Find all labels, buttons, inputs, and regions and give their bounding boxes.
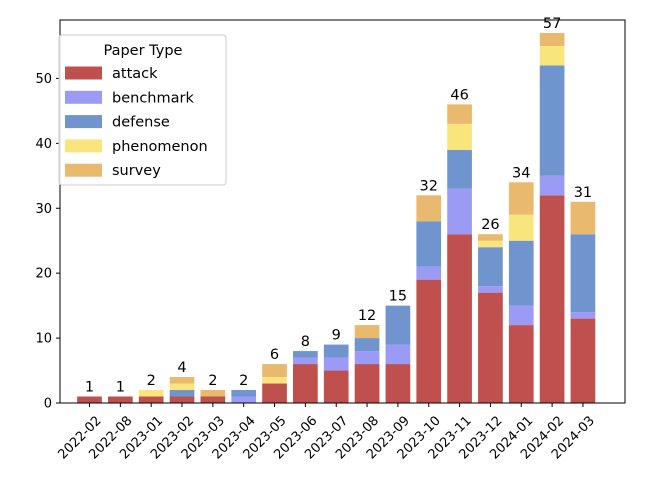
- legend-items: attack benchmark defense phenomenon survey: [65, 66, 208, 179]
- bar-benchmark-2023-04: [231, 396, 257, 403]
- bar-benchmark-2023-08: [354, 351, 380, 365]
- bar-attack-2022-08: [107, 396, 133, 403]
- bar-survey-2023-12: [478, 234, 503, 241]
- bar-benchmark-2024-03: [570, 312, 596, 319]
- bar-attack-2023-07: [323, 370, 349, 403]
- bar-survey-2023-10: [416, 195, 442, 222]
- x-axis: 2022-022022-082023-012023-022023-032023-…: [56, 403, 598, 462]
- plot-frame: [59, 19, 626, 404]
- bar-defense-2023-07: [323, 344, 349, 358]
- legend-swatch-attack: [65, 66, 102, 80]
- bar-attack-2023-02: [169, 396, 195, 403]
- total-label-2023-04: 2: [239, 373, 248, 389]
- total-label-2023-06: 8: [301, 334, 310, 350]
- total-label-2024-02: 57: [543, 16, 561, 32]
- y-tick-label-0: 0: [44, 397, 52, 412]
- bar-benchmark-2023-07: [323, 357, 349, 371]
- legend-label-benchmark: benchmark: [112, 90, 194, 106]
- bar-benchmark-2023-12: [478, 286, 503, 293]
- bar-attack-2023-08: [354, 364, 380, 403]
- total-label-2023-12: 26: [481, 217, 499, 233]
- bar-defense-2024-01: [508, 240, 534, 306]
- bar-defense-2024-02: [539, 65, 565, 176]
- bar-benchmark-2023-10: [416, 266, 442, 280]
- y-tick-label-30: 30: [35, 202, 52, 217]
- bar-defense-2023-12: [478, 247, 503, 287]
- legend-swatch-defense: [65, 115, 102, 129]
- bar-attack-2023-05: [262, 383, 287, 403]
- legend-swatch-survey: [65, 163, 102, 177]
- bar-benchmark-2024-01: [508, 305, 534, 326]
- legend-label-phenomenon: phenomenon: [112, 139, 208, 155]
- bar-attack-2023-09: [385, 364, 411, 403]
- bar-phenomenon-2023-01: [138, 390, 164, 397]
- bar-phenomenon-2023-02: [169, 383, 195, 391]
- bar-phenomenon-2024-02: [539, 45, 565, 66]
- bar-benchmark-2023-09: [385, 344, 411, 365]
- bar-attack-2023-11: [447, 234, 472, 403]
- total-label-2022-02: 1: [85, 380, 94, 396]
- bar-survey-2024-03: [570, 201, 596, 235]
- bar-attack-2023-03: [200, 396, 226, 403]
- bar-survey-2024-01: [508, 182, 534, 215]
- bar-survey-2023-08: [354, 325, 380, 339]
- total-label-2023-07: 9: [332, 328, 341, 344]
- bar-defense-2023-08: [354, 338, 380, 352]
- bar-attack-2023-12: [478, 292, 503, 403]
- bar-attack-2024-03: [570, 318, 596, 403]
- bar-defense-2023-11: [447, 149, 472, 189]
- bar-defense-2023-10: [416, 221, 442, 267]
- bar-survey-2023-05: [262, 364, 287, 378]
- bar-benchmark-2023-06: [293, 357, 318, 365]
- bar-benchmark-2023-11: [447, 188, 472, 235]
- bar-defense-2023-02: [169, 390, 195, 397]
- legend-label-defense: defense: [112, 115, 170, 131]
- legend-label-attack: attack: [112, 66, 158, 82]
- total-label-2023-10: 32: [420, 178, 438, 194]
- y-tick-label-50: 50: [35, 72, 52, 87]
- total-label-2023-03: 2: [208, 373, 217, 389]
- bar-survey-2024-02: [539, 32, 565, 46]
- bar-attack-2024-02: [539, 195, 565, 403]
- legend-title: Paper Type: [104, 43, 183, 59]
- total-label-2023-09: 15: [389, 289, 407, 305]
- total-label-2024-01: 34: [512, 165, 530, 181]
- bar-survey-2023-02: [169, 377, 195, 384]
- y-tick-label-10: 10: [35, 332, 52, 347]
- bar-survey-2023-03: [200, 390, 226, 397]
- bar-defense-2023-06: [293, 351, 318, 358]
- bar-defense-2024-03: [570, 234, 596, 313]
- bar-benchmark-2024-02: [539, 175, 565, 196]
- total-label-2023-05: 6: [270, 347, 279, 363]
- legend-label-survey: survey: [112, 163, 161, 179]
- y-tick-label-40: 40: [35, 137, 52, 152]
- bar-defense-2023-09: [385, 305, 411, 345]
- bar-attack-2023-01: [138, 396, 164, 403]
- y-tick-label-20: 20: [35, 267, 52, 282]
- bar-attack-2023-10: [416, 279, 442, 403]
- bar-phenomenon-2023-11: [447, 123, 472, 150]
- bar-phenomenon-2023-05: [262, 377, 287, 384]
- bar-phenomenon-2023-12: [478, 240, 503, 248]
- y-axis: 0 10 20 30 40 50: [35, 72, 60, 412]
- bar-attack-2024-01: [508, 325, 534, 403]
- bars-group: [77, 32, 596, 403]
- legend-swatch-phenomenon: [65, 139, 102, 153]
- legend-swatch-benchmark: [65, 90, 102, 104]
- total-label-2023-11: 46: [450, 87, 468, 103]
- bar-survey-2023-11: [447, 104, 472, 124]
- total-label-2023-08: 12: [358, 308, 376, 324]
- total-label-2022-08: 1: [116, 380, 125, 396]
- total-label-2024-03: 31: [574, 185, 592, 201]
- bar-attack-2022-02: [77, 396, 102, 403]
- legend: Paper Type attack benchmark defense phenome…: [58, 34, 227, 186]
- bar-defense-2023-04: [231, 390, 257, 397]
- total-label-2023-01: 2: [147, 373, 156, 389]
- bar-phenomenon-2024-01: [508, 214, 534, 241]
- total-label-2023-02: 4: [177, 360, 186, 376]
- bar-attack-2023-06: [293, 364, 318, 403]
